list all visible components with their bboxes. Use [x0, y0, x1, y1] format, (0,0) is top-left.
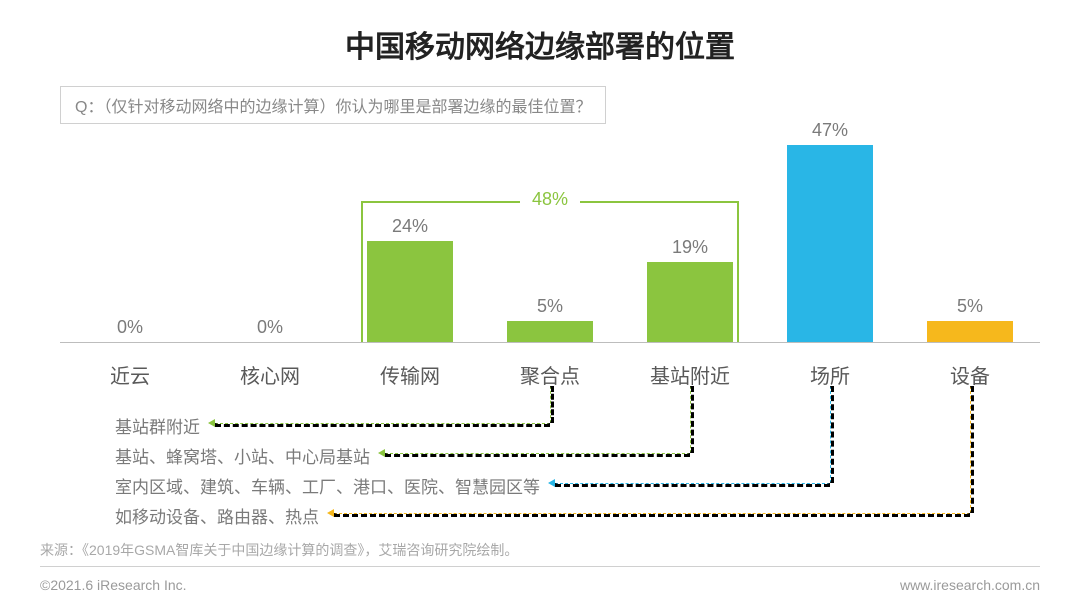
- footer-copyright: ©2021.6 iResearch Inc.: [40, 577, 187, 593]
- category-label: 基站附近: [620, 360, 760, 389]
- note-text: 室内区域、建筑、车辆、工厂、港口、医院、智慧园区等: [115, 473, 540, 498]
- question-box: Q：（仅针对移动网络中的边缘计算）你认为哪里是部署边缘的最佳位置？: [60, 86, 606, 124]
- note-text: 如移动设备、路由器、热点: [115, 503, 319, 528]
- x-axis: [60, 342, 1040, 343]
- bar: [647, 262, 733, 342]
- source-line: 来源：《2019年GSMA智库关于中国边缘计算的调查》，艾瑞咨询研究院绘制。: [40, 540, 518, 560]
- question-text: （仅针对移动网络中的边缘计算）你认为哪里是部署边缘的最佳位置？: [103, 99, 591, 116]
- category-label: 设备: [900, 360, 1040, 389]
- note-text: 基站、蜂窝塔、小站、中心局基站: [115, 443, 370, 468]
- category-label: 核心网: [200, 360, 340, 389]
- category-label: 近云: [60, 360, 200, 389]
- connector-h: [555, 483, 830, 487]
- connector-v: [830, 386, 834, 483]
- connector-arrow-icon: [208, 419, 215, 427]
- source-text: 《2019年GSMA智库关于中国边缘计算的调查》，艾瑞咨询研究院绘制。: [82, 542, 518, 558]
- connector-arrow-icon: [378, 449, 385, 457]
- connector-v: [970, 386, 974, 513]
- connector-v: [690, 386, 694, 453]
- bar: [927, 321, 1013, 342]
- category-label: 聚合点: [480, 360, 620, 389]
- bar-value-label: 5%: [900, 296, 1040, 317]
- bracket-label: 48%: [520, 189, 580, 210]
- bar-value-label: 47%: [760, 120, 900, 141]
- bar: [367, 241, 453, 342]
- bar: [787, 145, 873, 342]
- bar-value-label: 19%: [620, 237, 760, 258]
- footer-divider: [40, 566, 1040, 567]
- connector-h: [385, 453, 690, 457]
- connector-h: [215, 423, 550, 427]
- category-label: 场所: [760, 360, 900, 389]
- chart-page: 中国移动网络边缘部署的位置 Q：（仅针对移动网络中的边缘计算）你认为哪里是部署边…: [0, 0, 1080, 607]
- bar-value-label: 0%: [200, 317, 340, 338]
- bracket-side: [361, 201, 363, 342]
- page-title: 中国移动网络边缘部署的位置: [0, 0, 1080, 66]
- bar-value-label: 0%: [60, 317, 200, 338]
- category-label: 传输网: [340, 360, 480, 389]
- bracket-side: [737, 201, 739, 342]
- connector-arrow-icon: [548, 479, 555, 487]
- bar: [507, 321, 593, 342]
- bar-value-label: 5%: [480, 296, 620, 317]
- question-prefix: Q：: [75, 99, 103, 116]
- connector-v: [550, 386, 554, 423]
- connector-h: [334, 513, 970, 517]
- footer-url: www.iresearch.com.cn: [900, 577, 1040, 593]
- connector-arrow-icon: [327, 509, 334, 517]
- note-text: 基站群附近: [115, 413, 200, 438]
- source-label: 来源：: [40, 542, 82, 558]
